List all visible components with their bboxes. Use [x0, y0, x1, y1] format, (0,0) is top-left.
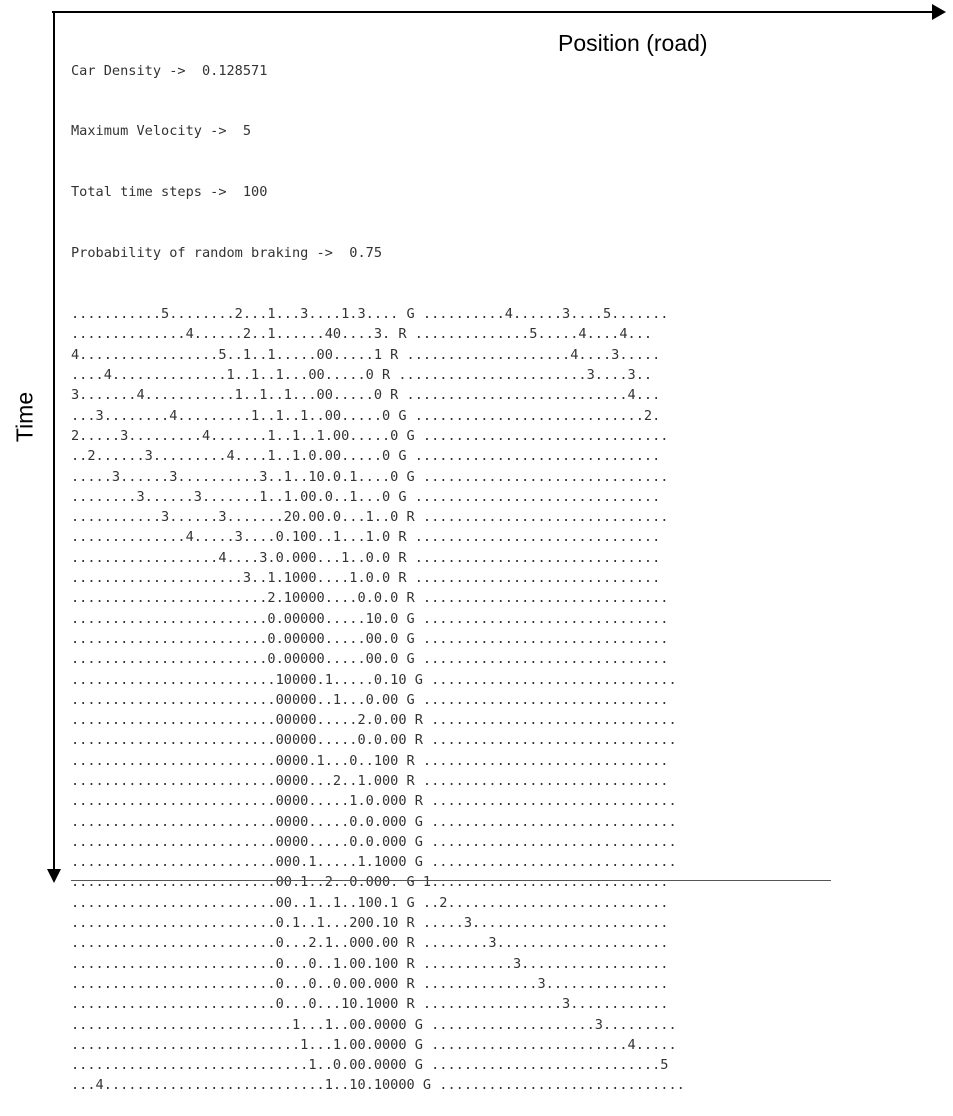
position-axis-line	[52, 11, 935, 13]
road-state-row: ....4..............1..1..1...00.....0 R …	[71, 367, 653, 384]
road-state-row: .....................3..1.1000....1.0.0 …	[71, 570, 661, 587]
road-state-row: .........................000.1.....1.100…	[71, 854, 677, 871]
road-state-row: .........................0000.....1.0.00…	[71, 793, 677, 810]
road-state-row: ..............4......2..1......40....3. …	[71, 326, 653, 343]
road-state-row: .........................0...2.1..000.00…	[71, 935, 669, 952]
simulation-output: Car Density -> 0.128571 Maximum Velocity…	[71, 20, 685, 1116]
road-state-row: .........................0...0..0.00.000…	[71, 975, 669, 992]
road-state-rows: ...........5........2...1...3....1.3....…	[71, 304, 685, 1096]
road-state-row: .........................0.1..1...200.10…	[71, 915, 669, 932]
road-state-row: .........................10000.1.....0.1…	[71, 671, 677, 688]
road-state-row: .........................0...0..1.00.100…	[71, 955, 669, 972]
road-state-row: ...........3......3.......20.00.0...1..0…	[71, 509, 669, 526]
road-state-row: ........3......3.......1..1.00.0..1...0 …	[71, 488, 661, 505]
road-state-row: 3.......4...........1..1..1...00.....0 R…	[71, 387, 661, 404]
road-state-row: ........................0.00000.....10.0…	[71, 610, 669, 627]
time-steps-line: Total time steps -> 100	[71, 184, 268, 201]
road-state-row: .........................0...0...10.1000…	[71, 996, 669, 1013]
road-state-row: ..............4.....3....0.100..1...1.0 …	[71, 529, 661, 546]
road-state-row: .........................00.1..2..0.000.…	[71, 874, 669, 891]
road-state-row: .........................0000...2..1.000…	[71, 772, 669, 789]
road-state-row: ..2......3.........4....1..1.0.00.....0 …	[71, 448, 661, 465]
position-axis-label: Position (road)	[558, 30, 708, 56]
road-state-row: ...........5........2...1...3....1.3....…	[71, 306, 669, 323]
road-state-row: .........................00000.....2.0.0…	[71, 712, 677, 729]
road-state-row: 2.....3.........4.......1..1..1.00.....0…	[71, 427, 669, 444]
road-state-row: .........................0000.....0.0.00…	[71, 813, 677, 830]
position-axis-arrowhead	[932, 4, 946, 20]
road-state-row: ........................2.10000....0.0.0…	[71, 590, 669, 607]
output-bottom-rule	[71, 880, 831, 881]
braking-probability-line: Probability of random braking -> 0.75	[71, 245, 382, 262]
road-state-row: .........................00000..1...0.00…	[71, 691, 669, 708]
road-state-row: .........................00..1..1..100.1…	[71, 894, 669, 911]
time-axis-label: Time	[11, 391, 38, 443]
time-axis-line	[53, 11, 55, 873]
road-state-row: ...........................1...1..00.000…	[71, 1016, 677, 1033]
time-axis-arrowhead	[47, 869, 61, 883]
road-state-row: .........................00000.....0.0.0…	[71, 732, 677, 749]
road-state-row: .........................0000.....0.0.00…	[71, 833, 677, 850]
car-density-line: Car Density -> 0.128571	[71, 62, 268, 79]
road-state-row: .............................1..0.00.000…	[71, 1057, 669, 1074]
road-state-row: .........................0000.1...0..100…	[71, 752, 669, 769]
road-state-row: 4.................5..1..1.....00.....1 R…	[71, 346, 661, 363]
road-state-row: .....3......3..........3..1..10.0.1....0…	[71, 468, 669, 485]
road-state-row: ...4...........................1..10.100…	[71, 1077, 685, 1094]
road-state-row: ...3........4.........1..1..1..00.....0 …	[71, 407, 661, 424]
road-state-row: ........................0.00000.....00.0…	[71, 651, 669, 668]
road-state-row: ........................0.00000.....00.0…	[71, 630, 669, 647]
road-state-row: ............................1...1.00.000…	[71, 1036, 677, 1053]
max-velocity-line: Maximum Velocity -> 5	[71, 123, 252, 140]
road-state-row: ..................4....3.0.000...1..0.0 …	[71, 549, 661, 566]
